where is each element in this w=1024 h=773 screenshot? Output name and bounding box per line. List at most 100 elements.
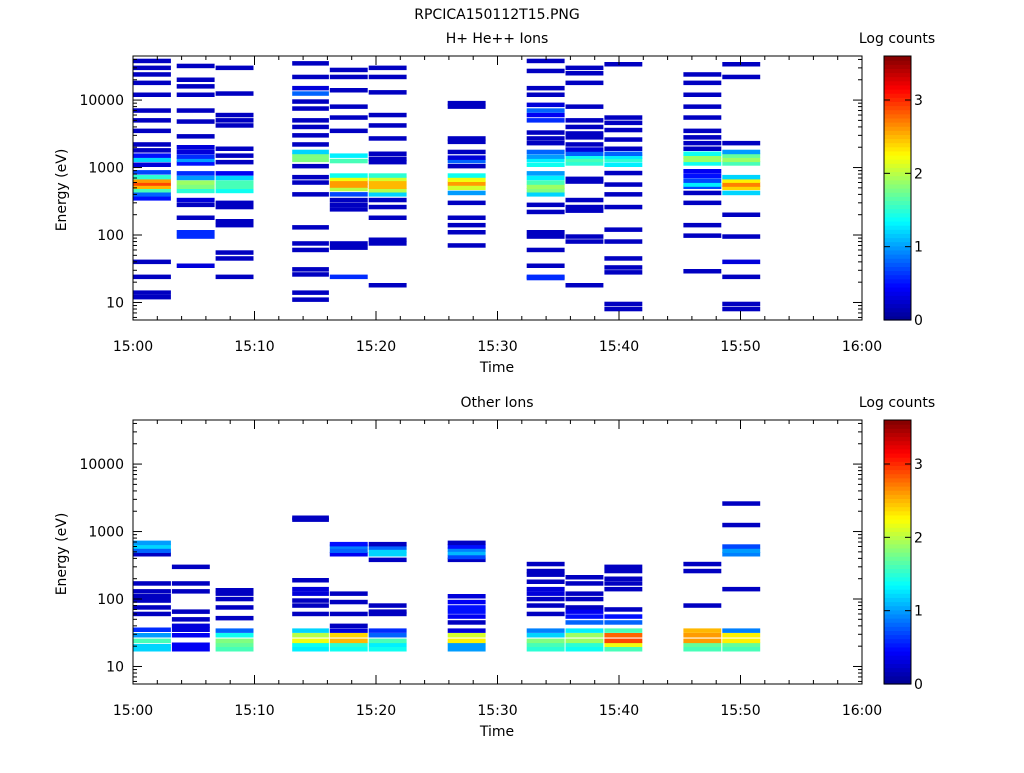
colorbar-segment [884, 539, 911, 545]
heatmap-cell [604, 581, 643, 586]
heatmap-cell [329, 544, 368, 549]
heatmap-cell [683, 200, 722, 206]
colorbar-segment [884, 457, 911, 462]
heatmap-cell [292, 586, 329, 592]
heatmap-cell [329, 642, 368, 647]
heatmap-cell [329, 628, 368, 633]
colorbar-segment [884, 109, 911, 115]
colorbar-segment [884, 270, 911, 276]
heatmap-cell [176, 84, 215, 89]
heatmap-cell [292, 225, 329, 230]
colorbar-segment [884, 589, 911, 594]
heatmap-cell [215, 642, 254, 647]
colorbar-segment [884, 245, 911, 251]
colorbar-segment [884, 188, 911, 193]
colorbar-tick-label: 3 [914, 93, 923, 109]
heatmap-cell [292, 157, 329, 163]
heatmap-cell [292, 118, 329, 123]
heatmap-cell [447, 215, 486, 220]
heatmap-cell [526, 162, 565, 167]
figure-title: RPCICA150112T15.PNG [414, 7, 579, 23]
colorbar-segment [884, 659, 911, 664]
heatmap-cell [565, 118, 604, 123]
heatmap-cell [133, 142, 171, 147]
heatmap-cell [176, 263, 215, 268]
heatmap-cell [526, 140, 565, 146]
heatmap-cell [133, 633, 171, 638]
heatmap-cell [683, 157, 722, 163]
heatmap-cell [683, 104, 722, 109]
colorbar-segment [884, 651, 911, 656]
colorbar-segment [884, 200, 911, 206]
heatmap-cell [683, 173, 722, 179]
heatmap-cell [526, 230, 565, 235]
heatmap-cell [368, 215, 407, 220]
heatmap-cell [368, 237, 407, 242]
heatmap-cell [447, 149, 486, 155]
colorbar-segment [884, 486, 911, 491]
colorbar-segment [884, 473, 911, 479]
heatmap-cell [292, 272, 329, 277]
heatmap-cell [133, 290, 171, 295]
heatmap-cell [565, 234, 604, 239]
colorbar-segment [884, 572, 911, 578]
colorbar-segment [884, 192, 911, 197]
heatmap-cell [526, 157, 565, 163]
panel-h-he-ions: H+ He++ Ions Log counts Energy (eV) Time… [54, 31, 935, 376]
heatmap-cell [447, 557, 486, 563]
heatmap-cell [215, 588, 254, 593]
heatmap-cell [215, 638, 254, 644]
heatmap-cell [604, 115, 643, 120]
colorbar-segment [884, 453, 911, 458]
heatmap-cell [133, 611, 171, 617]
heatmap-cell [565, 154, 604, 159]
heatmap-cell [133, 92, 171, 97]
colorbar-segment [884, 84, 911, 90]
colorbar-segment [884, 646, 911, 652]
heatmap-cell [292, 267, 329, 272]
colorbar-segment [884, 477, 911, 483]
heatmap-cell [176, 161, 215, 166]
heatmap-cell [722, 548, 761, 553]
heatmap-cell [368, 552, 407, 557]
colorbar-segment [884, 208, 911, 214]
colorbar-segment [884, 465, 911, 471]
colorbar-frame [883, 55, 912, 321]
heatmap-cell [176, 202, 215, 208]
heatmap-cell [368, 184, 407, 189]
heatmap-cell [722, 185, 761, 191]
heatmap-cell [368, 548, 407, 553]
heatmap-cell [722, 638, 761, 644]
heatmap-cell [329, 611, 368, 617]
colorbar-segment [884, 254, 911, 259]
heatmap-cell [292, 647, 329, 652]
heatmap-cell [171, 642, 210, 647]
heatmap-cell [329, 541, 368, 547]
heatmap-cell [368, 638, 407, 644]
colorbar-segment [884, 266, 911, 272]
heatmap-cell [604, 607, 643, 612]
heatmap-cell [133, 544, 171, 549]
colorbar-segment [884, 101, 911, 107]
heatmap-cell [722, 234, 761, 239]
heatmap-cell [683, 269, 722, 274]
heatmap-cell [683, 178, 722, 183]
colorbar-segment [884, 490, 911, 495]
heatmap-cell [683, 128, 722, 134]
heatmap-cell [447, 620, 486, 625]
heatmap-cell [176, 197, 215, 203]
heatmap-cell [215, 91, 254, 96]
colorbar-segment [884, 642, 911, 648]
heatmap-cell [447, 181, 486, 186]
heatmap-cell [133, 647, 171, 652]
heatmap-cell [447, 594, 486, 599]
heatmap-cell [368, 633, 407, 638]
heatmap-cell [565, 633, 604, 638]
colorbar-segment [884, 432, 911, 438]
heatmap-cell [526, 85, 565, 91]
colorbar-segment [884, 159, 911, 164]
colorbar-segment [884, 671, 911, 677]
heatmap-cell [215, 159, 254, 165]
heatmap-cell [526, 209, 565, 215]
heatmap-cell [565, 197, 604, 203]
